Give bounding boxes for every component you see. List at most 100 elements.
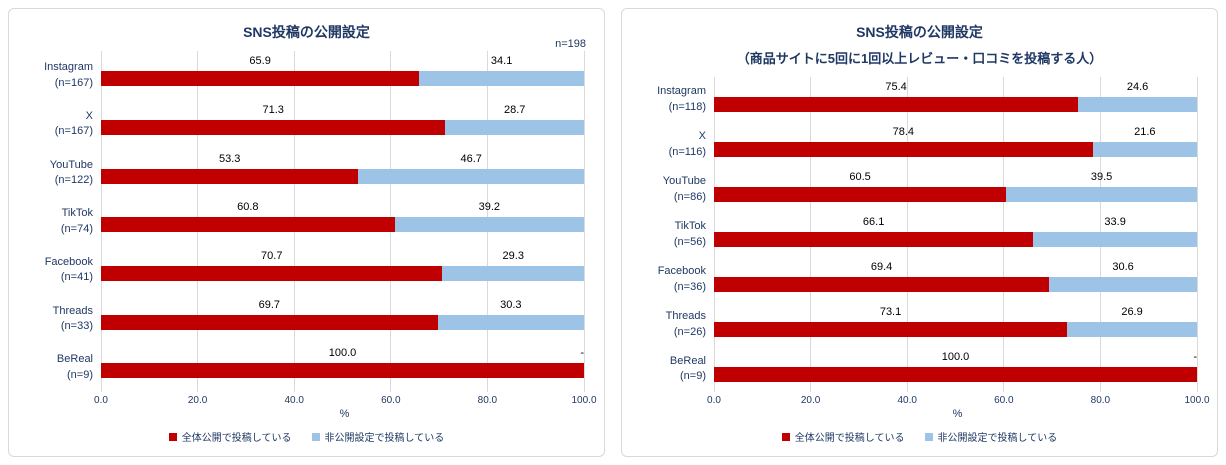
legend-swatch <box>781 432 790 441</box>
bar-segment <box>101 265 443 281</box>
data-label: 33.9 <box>1104 216 1126 229</box>
x-tick-label: 100.0 <box>1184 395 1210 406</box>
category-label: X (n=167) <box>54 109 93 138</box>
category-label: BeReal (n=9) <box>669 355 706 383</box>
stacked-bar <box>101 363 584 379</box>
bar-row: 65.9 34.1 <box>101 51 584 100</box>
bar-chart-all: Instagram (n=167) X (n=167) YouTube (n=122) Ti… <box>25 41 597 448</box>
bar-segment <box>101 217 395 233</box>
data-label: - <box>580 347 584 360</box>
category-label: Instagram (n=167) <box>44 61 93 89</box>
y-axis-labels: Instagram (n=118) X (n=116) YouTube (n=86) Tik… <box>638 77 714 392</box>
bar-segment <box>714 97 1079 113</box>
data-label: 46.7 <box>460 152 482 165</box>
category-label: Facebook (n=36) <box>657 265 706 293</box>
bar-row: 70.7 29.3 <box>101 246 584 295</box>
stacked-bar <box>714 142 1197 158</box>
legend: 全体公開で投稿している 非公開設定で投稿している <box>638 429 1201 444</box>
stacked-bar <box>714 187 1197 203</box>
x-tick-label: 60.0 <box>994 395 1014 406</box>
data-label: 66.1 <box>862 216 885 229</box>
bar-row: 69.7 30.3 <box>101 295 584 344</box>
x-tick-label: 20.0 <box>800 395 821 406</box>
bar-row: 60.8 39.2 <box>101 197 584 246</box>
data-label: 100.0 <box>941 351 970 363</box>
x-tick-label: 0.0 <box>707 395 721 406</box>
stacked-bar <box>714 232 1197 248</box>
legend-label: 非公開設定で投稿している <box>937 433 1058 444</box>
x-axis-title: % <box>339 408 350 420</box>
bar-segment <box>714 142 1093 158</box>
bar-chart-reviewers: Instagram (n=118) X (n=116) YouTube (n=86) Tik… <box>638 67 1210 448</box>
bar-row: 69.4 30.6 <box>714 257 1197 302</box>
sample-size-note: n=198 <box>555 38 586 50</box>
bar-segment <box>1092 142 1197 158</box>
bar-segment <box>1033 232 1197 248</box>
legend-item: 全体公開で投稿している <box>168 429 292 444</box>
gridline <box>583 51 585 392</box>
bar-segment <box>1049 277 1197 293</box>
category-label: Threads (n=33) <box>52 304 93 332</box>
bar-segment <box>1067 322 1197 338</box>
data-label: 70.7 <box>261 249 283 262</box>
gridline <box>1196 77 1198 392</box>
stacked-bar <box>101 265 584 281</box>
category-label: Facebook (n=41) <box>44 255 93 284</box>
chart-panel-reviewers: SNS投稿の公開設定 （商品サイトに5回に1回以上レビュー・口コミを投稿する人）… <box>621 8 1218 457</box>
data-label: 24.6 <box>1126 81 1149 94</box>
bar-segment <box>714 187 1007 203</box>
data-label: 71.3 <box>262 103 284 116</box>
chart-title: SNS投稿の公開設定 <box>243 24 370 40</box>
data-label: 29.3 <box>502 249 524 262</box>
data-label: 65.9 <box>249 55 271 68</box>
bar-row: 73.1 26.9 <box>714 302 1197 347</box>
legend-label: 全体公開で投稿している <box>794 433 905 444</box>
bar-row: 100.0 - <box>101 343 584 392</box>
x-tick-label: 100.0 <box>571 395 597 406</box>
bar-segment <box>714 232 1034 248</box>
x-tick-label: 0.0 <box>94 395 108 406</box>
data-label: 100.0 <box>328 347 357 360</box>
data-label: 34.1 <box>490 55 513 68</box>
category-label: TikTok (n=74) <box>60 207 93 235</box>
legend-swatch <box>924 432 933 441</box>
chart-header: SNS投稿の公開設定 n=198 <box>25 23 588 50</box>
category-label: BeReal (n=9) <box>56 353 93 381</box>
x-tick-label: 60.0 <box>381 395 401 406</box>
data-label: 75.4 <box>885 81 907 94</box>
legend-label: 非公開設定で投稿している <box>324 433 445 444</box>
x-tick-label: 80.0 <box>1090 395 1111 406</box>
bar-row: 60.5 39.5 <box>714 167 1197 212</box>
x-tick-label: 40.0 <box>897 395 917 406</box>
bar-segment <box>714 322 1068 338</box>
bar-segment <box>1006 187 1197 203</box>
stacked-bar <box>714 277 1197 293</box>
category-label: TikTok (n=56) <box>673 220 706 248</box>
data-label: 26.9 <box>1121 306 1143 319</box>
data-label: 39.5 <box>1090 171 1113 184</box>
chart-panel-all: SNS投稿の公開設定 n=198 Instagram (n=167) X (n=167… <box>8 8 605 457</box>
bar-segment <box>445 119 584 135</box>
legend-swatch <box>168 432 177 441</box>
legend-item: 非公開設定で投稿している <box>311 429 445 444</box>
data-label: 30.3 <box>500 298 522 311</box>
bar-segment <box>101 71 420 87</box>
bar-row: 66.1 33.9 <box>714 212 1197 257</box>
data-label: 73.1 <box>879 306 902 319</box>
legend-item: 全体公開で投稿している <box>781 429 905 444</box>
bar-segment <box>1078 97 1197 113</box>
chart-subtitle: （商品サイトに5回に1回以上レビュー・口コミを投稿する人） <box>736 51 1103 67</box>
plot-area: Instagram (n=167) X (n=167) YouTube (n=122) Ti… <box>25 51 588 392</box>
bar-row: 53.3 46.7 <box>101 149 584 198</box>
data-label: 21.6 <box>1134 126 1156 139</box>
x-tick-label: 40.0 <box>284 395 304 406</box>
chart-title: SNS投稿の公開設定 <box>856 24 983 40</box>
data-label: 69.4 <box>870 261 893 274</box>
x-axis-title: % <box>952 408 963 420</box>
category-label: YouTube (n=86) <box>662 175 706 203</box>
data-label: 60.5 <box>849 171 871 184</box>
legend: 全体公開で投稿している 非公開設定で投稿している <box>25 429 588 444</box>
bar-segment <box>419 71 584 87</box>
stacked-bar <box>101 314 584 330</box>
